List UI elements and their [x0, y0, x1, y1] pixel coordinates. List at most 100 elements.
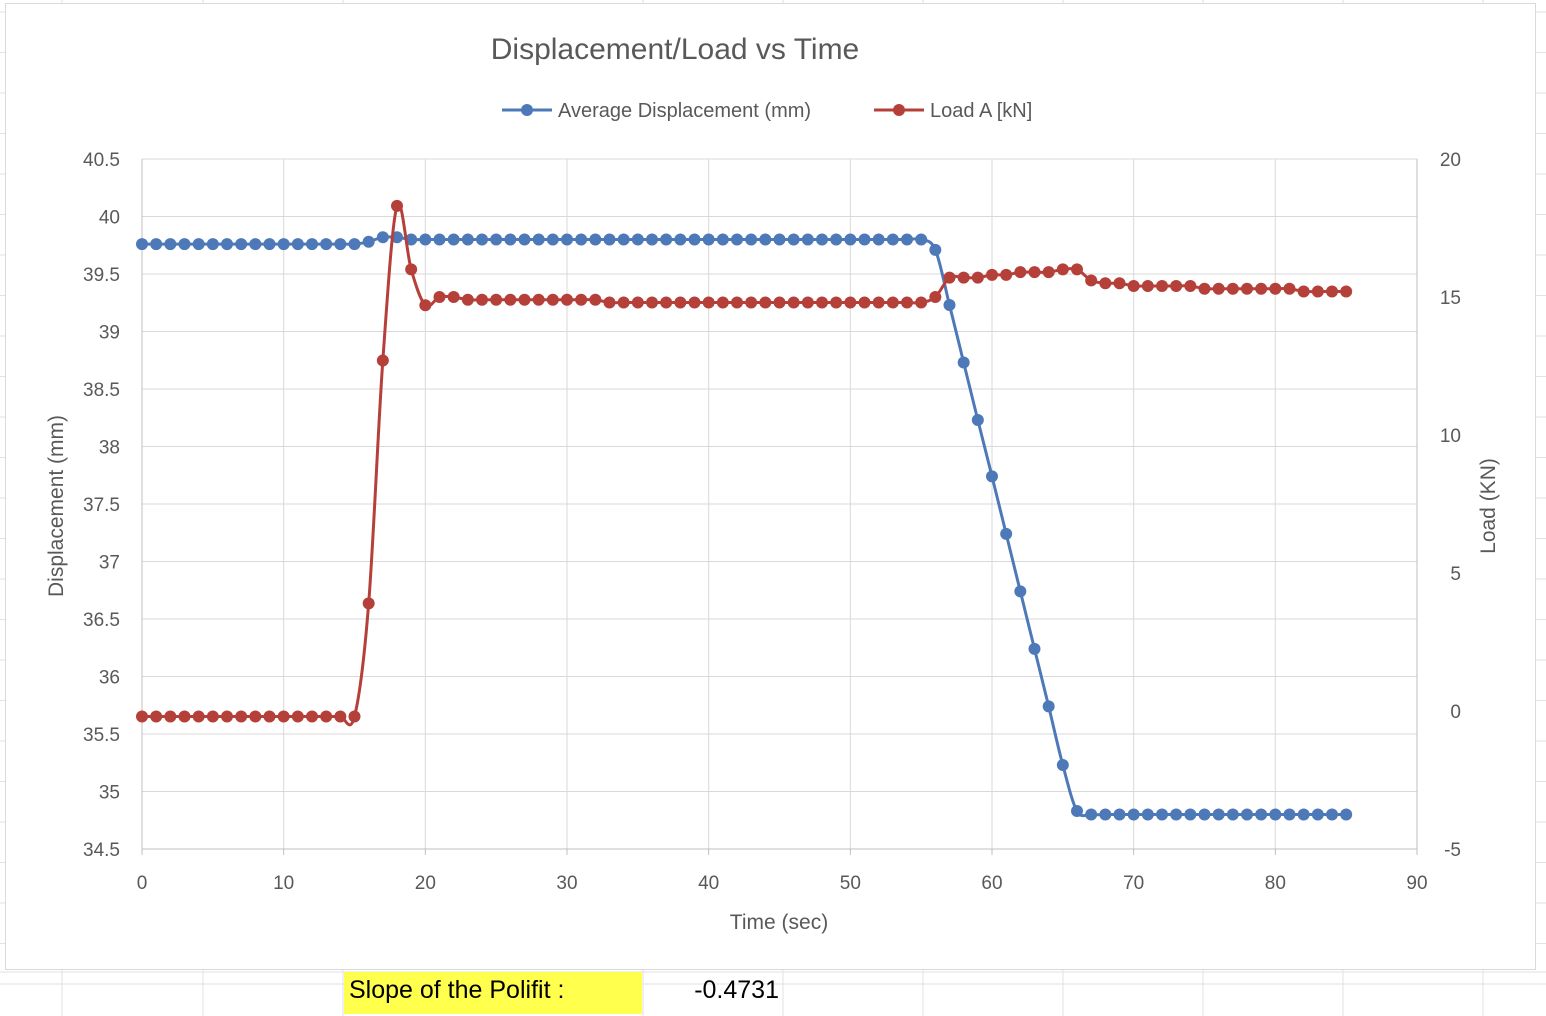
data-point: [532, 293, 545, 306]
data-point: [546, 233, 559, 246]
data-point: [603, 233, 616, 246]
data-point: [1014, 266, 1027, 279]
data-point: [773, 296, 786, 309]
data-point: [1042, 700, 1055, 713]
chart-gridlines: [141, 158, 1418, 850]
y2-tick-label: -5: [1444, 840, 1461, 861]
y-tick-label: 40: [99, 208, 120, 229]
data-point: [504, 233, 517, 246]
chart-legend[interactable]: Average Displacement (mm) Load A [kN]: [502, 100, 1032, 122]
data-point: [716, 296, 729, 309]
legend-marker: [521, 104, 533, 116]
data-point: [674, 233, 687, 246]
data-point: [263, 710, 276, 723]
data-point: [1056, 263, 1069, 276]
data-point: [702, 233, 715, 246]
data-point: [1071, 263, 1083, 276]
y2-tick-label: 0: [1450, 702, 1461, 723]
data-point: [1340, 285, 1353, 298]
data-point: [872, 296, 885, 309]
data-point: [476, 293, 488, 306]
data-point: [362, 597, 375, 610]
y-tick-label: 36: [99, 668, 120, 689]
data-point: [1198, 282, 1211, 295]
data-point: [1141, 808, 1154, 821]
data-point: [745, 296, 758, 309]
series-load-a[interactable]: [136, 199, 1353, 727]
data-point: [1014, 585, 1027, 598]
data-point: [1113, 277, 1126, 290]
data-point: [660, 296, 673, 309]
data-point: [206, 710, 219, 723]
data-point: [235, 710, 248, 723]
data-point: [603, 296, 616, 309]
series-average-displacement[interactable]: [136, 231, 1353, 821]
slope-value-cell[interactable]: -0.4731: [694, 976, 779, 1004]
data-point: [320, 238, 333, 251]
y-tick-label: 36.5: [83, 610, 120, 631]
data-point: [759, 233, 772, 246]
data-point: [518, 233, 531, 246]
data-point: [901, 233, 913, 246]
data-point: [178, 238, 191, 251]
data-point: [1212, 808, 1225, 821]
data-point: [348, 710, 361, 723]
data-point: [943, 299, 956, 312]
x-tick-label: 50: [840, 873, 861, 894]
secondary-y-axis-title: Load (KN): [1477, 458, 1500, 554]
data-point: [1141, 279, 1154, 292]
data-point: [1156, 808, 1168, 821]
data-point: [1028, 266, 1041, 279]
data-point: [376, 354, 389, 367]
legend-entry[interactable]: Load A [kN]: [874, 100, 1032, 122]
data-point: [688, 233, 701, 246]
data-point: [929, 291, 942, 303]
data-point: [971, 414, 984, 427]
data-point: [688, 296, 701, 309]
data-point: [291, 238, 304, 251]
data-point: [1255, 808, 1268, 821]
data-point: [476, 233, 488, 246]
data-point: [929, 243, 942, 256]
data-point: [1184, 279, 1197, 292]
data-point: [1311, 285, 1324, 298]
data-point: [249, 238, 262, 251]
x-tick-label: 90: [1406, 873, 1427, 894]
x-tick-label: 40: [698, 873, 719, 894]
y-tick-label: 39.5: [83, 265, 120, 286]
data-point: [1283, 282, 1296, 295]
data-point: [1170, 808, 1183, 821]
data-point: [575, 233, 588, 246]
legend-entry[interactable]: Average Displacement (mm): [502, 100, 811, 122]
y-tick-label: 37: [99, 553, 120, 574]
data-point: [532, 233, 545, 246]
data-point: [221, 710, 233, 723]
data-point: [164, 238, 177, 251]
data-point: [221, 238, 233, 251]
y-tick-label: 39: [99, 323, 120, 344]
data-point: [178, 710, 191, 723]
data-point: [617, 233, 630, 246]
data-point: [1071, 805, 1083, 818]
data-point: [830, 233, 843, 246]
data-point: [1099, 277, 1112, 290]
data-point: [206, 238, 219, 251]
data-point: [405, 263, 418, 276]
data-point: [759, 296, 772, 309]
data-point: [235, 238, 248, 251]
data-point: [504, 293, 517, 306]
data-point: [1340, 808, 1353, 821]
data-point: [716, 233, 729, 246]
data-point: [277, 238, 290, 251]
data-point: [405, 233, 418, 246]
y-tick-label: 38: [99, 438, 120, 459]
data-point: [136, 238, 148, 251]
data-point: [490, 293, 503, 306]
data-point: [1269, 282, 1282, 295]
data-point: [631, 296, 644, 309]
chart-container[interactable]: 34.5 35 35.5 36 36.5 37 37.5 38 38.5 39 39.5 40 40.5…: [5, 3, 1536, 970]
data-point: [192, 710, 205, 723]
slope-label-cell[interactable]: Slope of the Polifit :: [349, 976, 565, 1004]
data-point: [1127, 279, 1140, 292]
data-point: [886, 233, 899, 246]
